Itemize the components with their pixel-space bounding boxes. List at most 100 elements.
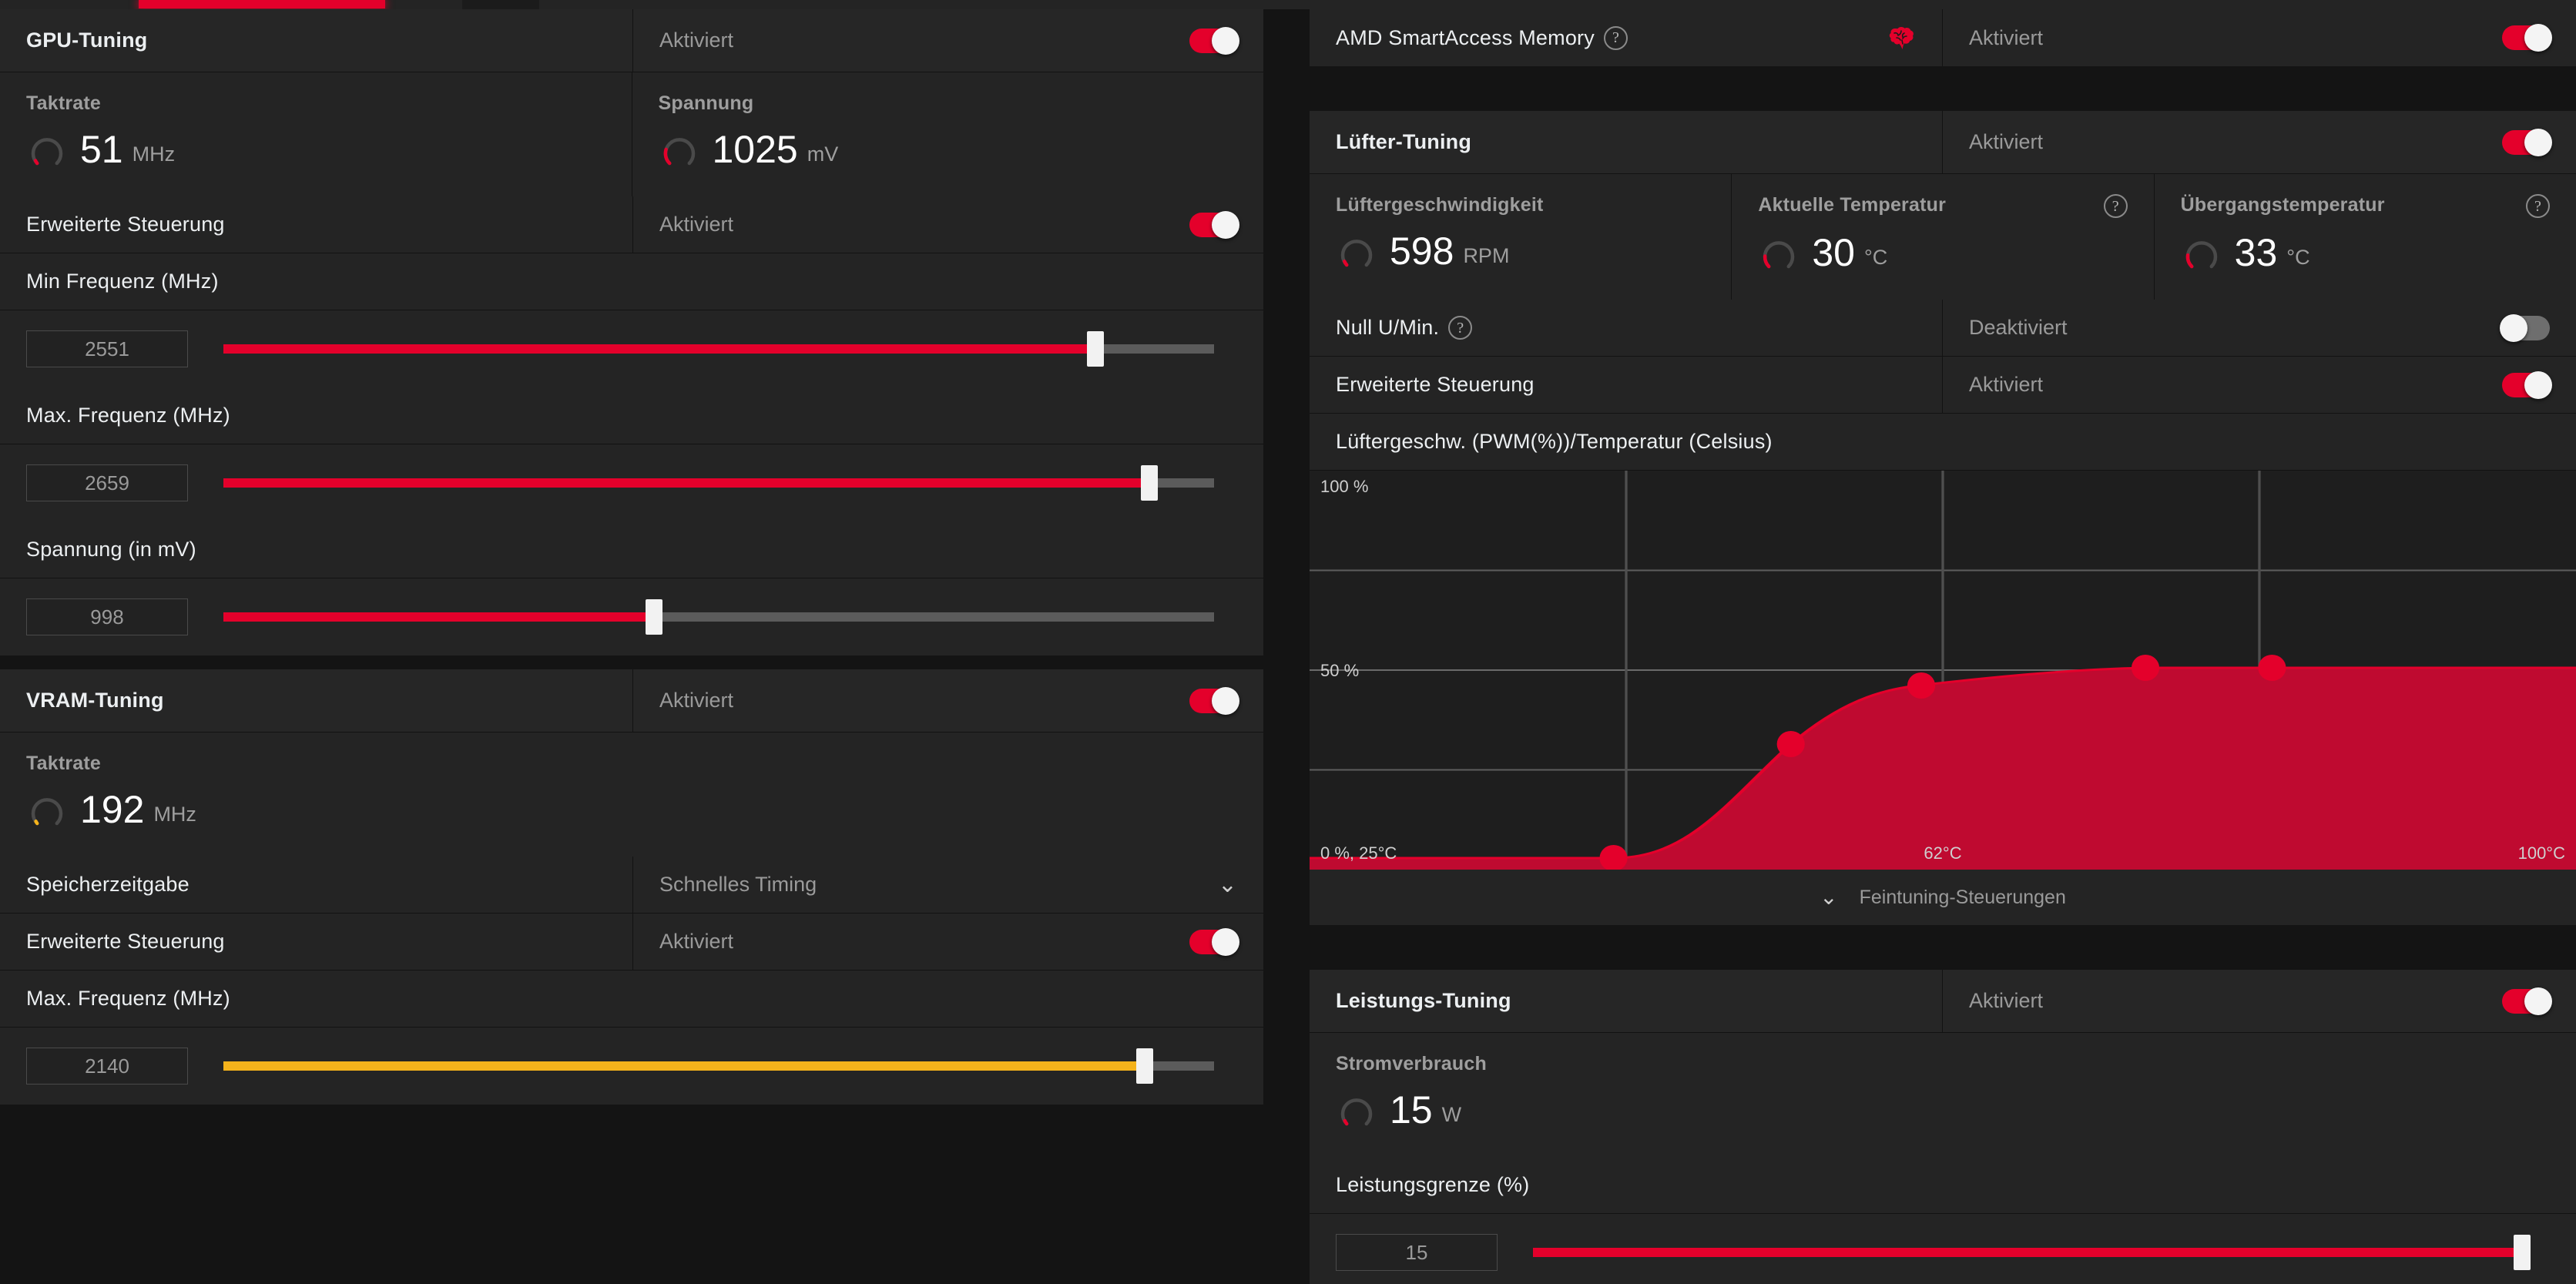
power-tuning-toggle[interactable]: [2502, 987, 2552, 1015]
smart-access-memory-value: Aktiviert: [1969, 25, 2044, 49]
metric-clock-title: Taktrate: [26, 92, 102, 114]
voltage-mv-track[interactable]: [223, 599, 1214, 635]
vram-max-frequency-value-box[interactable]: 2140: [26, 1048, 188, 1085]
smart-access-memory-toggle[interactable]: [2502, 24, 2552, 52]
fan-tuning-title-cell: Lüfter-Tuning: [1310, 111, 1943, 173]
vram-tuning-header: VRAM-Tuning Aktiviert: [0, 669, 1263, 733]
fan-advanced-control-toggle[interactable]: [2502, 370, 2552, 399]
voltage-mv-value-box[interactable]: 998: [26, 598, 188, 635]
min-frequency-value-box[interactable]: 2551: [26, 330, 188, 367]
slider-thumb[interactable]: [1141, 465, 1159, 501]
help-icon[interactable]: ?: [1448, 316, 1473, 340]
max-frequency-slider-row[interactable]: 2659: [0, 444, 1263, 521]
fan-curve-header-bar: Lüftergeschw. (PWM(%))/Temperatur (Celsi…: [1310, 414, 2576, 471]
vram-advanced-control-toggle[interactable]: [1189, 927, 1239, 956]
left-column: GPU-Tuning Aktiviert Taktrate: [0, 9, 1263, 1118]
power-limit-slider-row[interactable]: 15: [1310, 1214, 2576, 1284]
vram-advanced-control-toggle-cell[interactable]: Aktiviert: [633, 914, 1263, 970]
gpu-advanced-control-toggle[interactable]: [1189, 210, 1239, 239]
min-frequency-slider-row[interactable]: 2551: [0, 310, 1263, 387]
chevron-down-icon[interactable]: ⌄: [1217, 871, 1237, 897]
memory-timing-select[interactable]: Schnelles Timing ⌄: [633, 857, 1263, 913]
slider-thumb[interactable]: [646, 599, 663, 635]
fan-tuning-toggle-value: Aktiviert: [1969, 130, 2044, 153]
vram-tuning-card: VRAM-Tuning Aktiviert Taktrate: [0, 669, 1263, 1105]
gauge-icon: [1763, 241, 1795, 269]
memory-timing-label-cell: Speicherzeitgabe: [0, 857, 633, 913]
zero-rpm-toggle-cell[interactable]: Deaktiviert: [1943, 300, 2576, 356]
metric-transition-temperature: Übergangstemperatur ? 33 °C: [2155, 174, 2576, 300]
voltage-mv-label: Spannung (in mV): [26, 538, 196, 561]
gpu-tuning-metrics: Taktrate 51 MHz Spannung: [0, 72, 1263, 196]
fan-tuning-toggle-cell[interactable]: Aktiviert: [1943, 111, 2576, 173]
power-limit-value-box[interactable]: 15: [1336, 1234, 1498, 1271]
power-tuning-card: Leistungs-Tuning Aktiviert Stromverbrauc…: [1310, 970, 2576, 1284]
gpu-advanced-control-value: Aktiviert: [659, 213, 734, 236]
slider-thumb[interactable]: [1086, 331, 1104, 367]
slider-thumb[interactable]: [2513, 1235, 2531, 1270]
zero-rpm-value: Deaktiviert: [1969, 316, 2068, 339]
help-icon[interactable]: ?: [2525, 194, 2550, 218]
vram-max-frequency-slider-row[interactable]: 2140: [0, 1028, 1263, 1105]
gpu-tuning-header: GPU-Tuning Aktiviert: [0, 9, 1263, 72]
slider-thumb[interactable]: [1135, 1048, 1153, 1084]
vram-advanced-control-label: Erweiterte Steuerung: [26, 930, 225, 953]
vram-tuning-title: VRAM-Tuning: [26, 689, 164, 712]
help-icon[interactable]: ?: [2103, 194, 2128, 218]
max-frequency-track[interactable]: [223, 465, 1214, 501]
min-frequency-value: 2551: [85, 337, 129, 360]
voltage-mv-slider-row[interactable]: 998: [0, 578, 1263, 655]
metric-voltage: Spannung 1025 mV: [632, 72, 1264, 196]
smart-access-memory-toggle-cell[interactable]: Aktiviert: [1943, 9, 2576, 66]
max-frequency-value-box[interactable]: 2659: [26, 464, 188, 501]
vram-tuning-toggle-value: Aktiviert: [659, 689, 734, 712]
power-tuning-toggle-cell[interactable]: Aktiviert: [1943, 970, 2576, 1032]
fan-curve-point[interactable]: [1776, 731, 1805, 757]
fan-curve-point[interactable]: [2258, 655, 2286, 681]
zero-rpm-label: Null U/Min.: [1336, 316, 1440, 339]
metric-voltage-unit: mV: [807, 142, 839, 166]
vram-tuning-toggle-cell[interactable]: Aktiviert: [633, 669, 1263, 732]
fan-curve-point[interactable]: [1599, 845, 1628, 870]
toggle-knob: [1212, 26, 1239, 55]
fan-advanced-control-toggle-cell[interactable]: Aktiviert: [1943, 357, 2576, 413]
metric-power-consumption-value: 15: [1390, 1088, 1433, 1131]
vram-max-frequency-label: Max. Frequenz (MHz): [26, 987, 230, 1010]
vram-max-frequency-track[interactable]: [223, 1048, 1214, 1084]
fan-advanced-control-row: Erweiterte Steuerung Aktiviert: [1310, 357, 2576, 414]
min-frequency-label: Min Frequenz (MHz): [26, 270, 219, 293]
zero-rpm-label-cell: Null U/Min. ?: [1310, 300, 1943, 356]
metric-power-consumption: Stromverbrauch 15 W: [1310, 1033, 2576, 1157]
gpu-tuning-toggle[interactable]: [1189, 26, 1239, 55]
gpu-advanced-control-label-cell: Erweiterte Steuerung: [0, 196, 633, 253]
fan-curve-svg[interactable]: [1310, 471, 2576, 870]
power-limit-track[interactable]: [1533, 1235, 2531, 1270]
chevron-down-icon[interactable]: ⌄: [1820, 885, 1838, 909]
fan-tuning-toggle[interactable]: [2502, 128, 2552, 156]
metric-current-temperature-value: 30: [1812, 231, 1855, 274]
gpu-tuning-title-cell: GPU-Tuning: [0, 9, 633, 72]
fan-curve-header: Lüftergeschw. (PWM(%))/Temperatur (Celsi…: [1336, 430, 1773, 453]
tab-strip: [0, 0, 2576, 9]
fan-curve-point[interactable]: [1907, 672, 1936, 699]
fan-curve-point[interactable]: [2131, 655, 2160, 681]
gpu-tuning-toggle-value: Aktiviert: [659, 28, 734, 52]
vram-tuning-title-cell: VRAM-Tuning: [0, 669, 633, 732]
metric-fan-speed-title: Lüftergeschwindigkeit: [1336, 194, 1544, 216]
fan-tuning-metrics: Lüftergeschwindigkeit 598 RPM Aktuelle T…: [1310, 174, 2576, 300]
fan-advanced-control-value: Aktiviert: [1969, 373, 2044, 396]
help-icon[interactable]: ?: [1603, 25, 1628, 50]
tab-active-underline[interactable]: [139, 0, 385, 8]
power-tuning-title-cell: Leistungs-Tuning: [1310, 970, 1943, 1032]
fan-curve-line: [1310, 666, 2576, 860]
vram-tuning-toggle[interactable]: [1189, 686, 1239, 715]
fan-curve-chart[interactable]: 100 % 50 % 0 %, 25°C 62°C 100°C: [1310, 471, 2576, 870]
zero-rpm-toggle[interactable]: [2500, 313, 2550, 342]
power-tuning-title: Leistungs-Tuning: [1336, 989, 1511, 1012]
fine-tuning-controls-toggle[interactable]: ⌄ Feintuning-Steuerungen: [1310, 870, 2576, 925]
gpu-advanced-control-toggle-cell[interactable]: Aktiviert: [633, 196, 1263, 253]
slider-fill: [223, 612, 655, 622]
min-frequency-track[interactable]: [223, 331, 1214, 367]
gpu-tuning-toggle-cell[interactable]: Aktiviert: [633, 9, 1263, 72]
